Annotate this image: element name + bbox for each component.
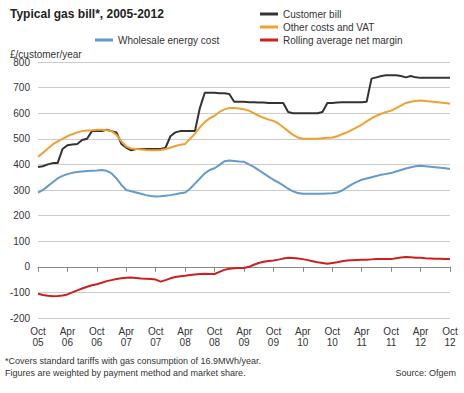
svg-text:07: 07 [150, 337, 162, 348]
svg-text:200: 200 [13, 210, 30, 221]
svg-text:Apr: Apr [236, 326, 252, 337]
svg-text:Oct: Oct [266, 326, 282, 337]
svg-text:Typical gas bill*, 2005-2012: Typical gas bill*, 2005-2012 [10, 7, 164, 21]
svg-text:Apr: Apr [119, 326, 135, 337]
svg-text:12: 12 [415, 337, 427, 348]
svg-text:Oct: Oct [148, 326, 164, 337]
svg-text:-100: -100 [10, 287, 30, 298]
svg-text:Figures are weighted by paymen: Figures are weighted by payment method a… [5, 368, 246, 378]
svg-text:07: 07 [121, 337, 133, 348]
svg-text:400: 400 [13, 159, 30, 170]
svg-text:12: 12 [444, 337, 456, 348]
svg-text:300: 300 [13, 185, 30, 196]
svg-text:Other costs and VAT: Other costs and VAT [283, 22, 374, 33]
svg-text:Apr: Apr [354, 326, 370, 337]
svg-text:09: 09 [238, 337, 250, 348]
svg-text:Oct: Oct [89, 326, 105, 337]
svg-text:700: 700 [13, 82, 30, 93]
svg-text:Oct: Oct [30, 326, 46, 337]
svg-text:Source: Ofgem: Source: Ofgem [395, 368, 456, 378]
svg-text:08: 08 [180, 337, 192, 348]
svg-text:-200: -200 [10, 313, 30, 324]
svg-text:Oct: Oct [325, 326, 341, 337]
svg-text:Rolling average net margin: Rolling average net margin [283, 35, 403, 46]
svg-text:09: 09 [268, 337, 280, 348]
svg-text:800: 800 [13, 56, 30, 68]
svg-text:Oct: Oct [207, 326, 223, 337]
svg-text:600: 600 [13, 108, 30, 119]
svg-text:*Covers standard tariffs with: *Covers standard tariffs with gas consum… [5, 356, 261, 366]
svg-text:Apr: Apr [177, 326, 193, 337]
svg-text:05: 05 [32, 337, 44, 348]
svg-text:Oct: Oct [442, 326, 458, 337]
svg-text:10: 10 [327, 337, 339, 348]
svg-text:Wholesale energy cost: Wholesale energy cost [118, 35, 219, 46]
svg-text:06: 06 [62, 337, 74, 348]
svg-text:Apr: Apr [60, 326, 76, 337]
svg-text:Oct: Oct [383, 326, 399, 337]
svg-text:£/customer/year: £/customer/year [10, 49, 82, 60]
svg-text:100: 100 [13, 236, 30, 247]
svg-text:10: 10 [297, 337, 309, 348]
svg-text:0: 0 [24, 261, 30, 272]
svg-text:11: 11 [357, 337, 368, 348]
svg-text:500: 500 [13, 133, 30, 144]
svg-text:06: 06 [91, 337, 103, 348]
svg-text:Customer bill: Customer bill [283, 9, 341, 20]
svg-text:11: 11 [386, 337, 397, 348]
svg-text:08: 08 [209, 337, 221, 348]
svg-text:Apr: Apr [295, 326, 311, 337]
svg-text:Apr: Apr [413, 326, 429, 337]
